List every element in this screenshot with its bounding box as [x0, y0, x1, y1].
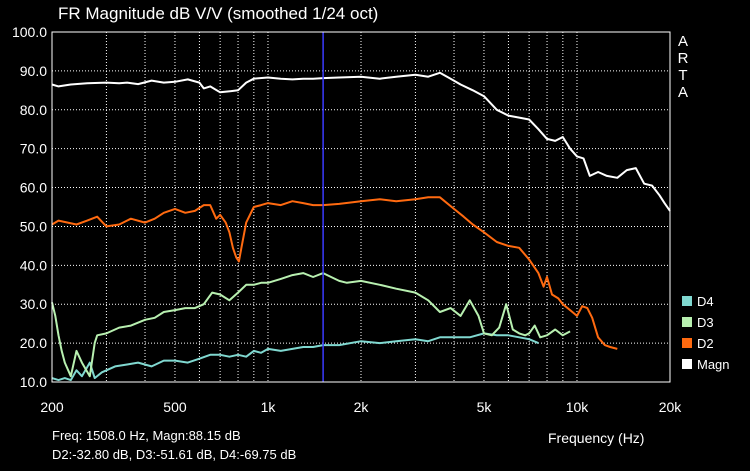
y-tick-label: 20.0 [20, 335, 47, 351]
x-tick-label: 5k [477, 399, 493, 415]
x-tick-label: 2k [354, 399, 370, 415]
y-tick-label: 80.0 [20, 102, 47, 118]
y-tick-label: 90.0 [20, 63, 47, 79]
y-tick-label: 70.0 [20, 141, 47, 157]
watermark-letter: R [677, 50, 689, 67]
x-tick-label: 1k [261, 399, 277, 415]
y-tick-label: 50.0 [20, 218, 47, 234]
legend-swatch-magn [682, 359, 692, 369]
y-tick-labels: 10.0 20.0 30.0 40.0 50.0 60.0 70.0 80.0 90.0 100.… [12, 24, 47, 390]
chart-title: FR Magnitude dB V/V (smoothed 1/24 oct) [58, 4, 379, 23]
watermark-letter: A [677, 84, 688, 101]
cursor-readout-line-2: D2:-32.80 dB, D3:-51.61 dB, D4:-69.75 dB [52, 447, 297, 462]
frequency-response-plot[interactable]: 10.0 20.0 30.0 40.0 50.0 60.0 70.0 80.0 90.0 100.… [0, 0, 750, 430]
grid [51, 31, 671, 383]
x-tick-label: 200 [40, 399, 64, 415]
watermark-letter: A [677, 33, 688, 50]
series-lines [51, 71, 671, 382]
x-tick-label: 20k [659, 399, 683, 415]
plot-frame [51, 31, 671, 383]
y-tick-label: 30.0 [20, 296, 47, 312]
series-line-d2 [51, 196, 618, 350]
y-tick-label: 40.0 [20, 257, 47, 273]
legend-label-d2: D2 [697, 336, 714, 351]
x-tick-label: 500 [163, 399, 187, 415]
series-line-magn [51, 71, 671, 212]
cursor-readout-line-1: Freq: 1508.0 Hz, Magn:88.15 dB [52, 428, 241, 443]
x-tick-label: 10k [566, 399, 590, 415]
legend-label-d4: D4 [697, 294, 714, 309]
watermark-letter: T [678, 67, 688, 84]
legend-label-magn: Magn [697, 357, 730, 372]
legend-label-d3: D3 [697, 315, 714, 330]
legend: D4 D3 D2 Magn [682, 294, 730, 372]
series-line-d4 [51, 332, 539, 382]
series-line-d3 [51, 272, 571, 378]
y-tick-label: 100.0 [12, 24, 47, 40]
arta-watermark: A R T A [676, 33, 690, 101]
x-tick-labels: 200 500 1k 2k 5k 10k 20k [40, 399, 682, 415]
y-tick-label: 60.0 [20, 180, 47, 196]
legend-swatch-d3 [682, 317, 692, 327]
x-axis-label: Frequency (Hz) [548, 430, 645, 446]
y-tick-label: 10.0 [20, 374, 47, 390]
legend-swatch-d4 [682, 296, 692, 306]
legend-swatch-d2 [682, 338, 692, 348]
